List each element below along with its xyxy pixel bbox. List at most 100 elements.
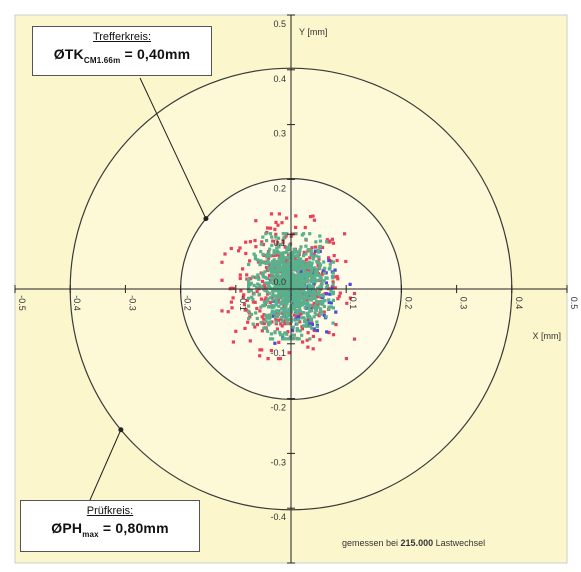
prufkreis-subscript: max bbox=[82, 529, 99, 539]
x-tick-label: -0.4 bbox=[72, 295, 82, 311]
data-point-series-3 bbox=[284, 280, 288, 285]
data-point-series-3 bbox=[296, 283, 300, 287]
data-point-series-1 bbox=[327, 331, 331, 335]
data-point-series-3 bbox=[313, 277, 317, 281]
data-point-series-3 bbox=[287, 276, 291, 280]
data-point-series-3 bbox=[264, 313, 268, 317]
data-point-series-3 bbox=[270, 272, 274, 276]
x-tick-label: 0.5 bbox=[569, 297, 579, 310]
prufkreis-formula: ØPHmax = 0,80mm bbox=[21, 520, 199, 539]
data-point-series-3 bbox=[318, 239, 323, 243]
data-point-series-3 bbox=[277, 292, 282, 296]
data-point-series-1 bbox=[278, 357, 282, 361]
data-point-series-3 bbox=[253, 257, 257, 261]
data-point-series-1 bbox=[237, 249, 241, 253]
data-point-series-3 bbox=[282, 261, 286, 265]
data-point-series-3 bbox=[272, 249, 276, 253]
data-point-series-3 bbox=[319, 302, 323, 306]
data-point-series-3 bbox=[328, 262, 332, 266]
data-point-series-3 bbox=[280, 296, 284, 300]
data-point-series-1 bbox=[322, 310, 326, 314]
data-point-series-3 bbox=[296, 292, 300, 296]
data-point-series-3 bbox=[306, 311, 310, 315]
data-point-series-3 bbox=[318, 244, 322, 248]
data-point-series-2 bbox=[327, 258, 331, 263]
data-point-series-3 bbox=[285, 248, 289, 252]
data-point-series-3 bbox=[275, 280, 279, 284]
prufkreis-leader-line bbox=[89, 429, 122, 501]
data-point-series-1 bbox=[316, 272, 321, 276]
data-point-series-3 bbox=[328, 266, 332, 270]
prufkreis-value: = 0,80mm bbox=[98, 520, 169, 536]
data-point-series-1 bbox=[264, 266, 269, 270]
data-point-series-3 bbox=[267, 323, 271, 327]
data-point-series-3 bbox=[264, 319, 268, 323]
data-point-series-3 bbox=[295, 267, 299, 271]
data-point-series-1 bbox=[277, 340, 281, 344]
data-point-series-3 bbox=[278, 261, 283, 265]
data-point-series-3 bbox=[310, 269, 314, 273]
data-point-series-3 bbox=[291, 259, 295, 263]
data-point-series-3 bbox=[251, 297, 255, 302]
data-point-series-3 bbox=[317, 250, 321, 254]
data-point-series-1 bbox=[283, 245, 287, 249]
data-point-series-3 bbox=[320, 284, 324, 288]
data-point-series-1 bbox=[245, 273, 249, 277]
data-point-series-1 bbox=[220, 278, 224, 282]
data-point-series-3 bbox=[290, 279, 294, 284]
data-point-series-3 bbox=[281, 288, 285, 292]
data-point-series-3 bbox=[280, 315, 284, 320]
data-point-series-3 bbox=[294, 232, 298, 236]
data-point-series-3 bbox=[261, 252, 265, 256]
data-point-series-3 bbox=[259, 320, 263, 325]
data-point-series-3 bbox=[292, 333, 296, 337]
data-point-series-3 bbox=[299, 262, 303, 267]
data-point-series-1 bbox=[283, 322, 287, 326]
y-tick-label: -0.1 bbox=[270, 348, 286, 358]
data-point-series-3 bbox=[279, 255, 283, 259]
data-point-series-3 bbox=[288, 310, 292, 314]
data-point-series-3 bbox=[317, 293, 321, 297]
data-point-series-3 bbox=[324, 315, 328, 319]
data-point-series-3 bbox=[331, 306, 335, 310]
data-point-series-2 bbox=[348, 282, 352, 286]
data-point-series-1 bbox=[248, 339, 252, 343]
data-point-series-1 bbox=[282, 319, 286, 323]
data-point-series-3 bbox=[292, 276, 296, 280]
data-point-series-3 bbox=[288, 271, 292, 275]
data-point-series-3 bbox=[317, 255, 321, 259]
data-point-series-3 bbox=[314, 312, 318, 317]
data-point-series-3 bbox=[298, 281, 302, 285]
data-point-series-3 bbox=[255, 316, 259, 321]
data-point-series-3 bbox=[312, 289, 316, 293]
data-point-series-3 bbox=[293, 302, 297, 306]
data-point-series-3 bbox=[309, 271, 313, 275]
data-point-series-3 bbox=[283, 337, 287, 341]
data-point-series-1 bbox=[331, 280, 335, 284]
data-point-series-2 bbox=[324, 271, 328, 275]
data-point-series-1 bbox=[246, 288, 251, 292]
data-point-series-3 bbox=[303, 284, 307, 288]
data-point-series-3 bbox=[269, 286, 273, 290]
data-point-series-1 bbox=[331, 333, 336, 337]
data-point-series-3 bbox=[304, 296, 308, 300]
data-point-series-3 bbox=[304, 237, 308, 241]
data-point-series-3 bbox=[320, 310, 324, 314]
data-point-series-1 bbox=[293, 256, 297, 260]
data-point-series-3 bbox=[284, 299, 288, 303]
data-point-series-3 bbox=[313, 270, 317, 274]
data-point-series-3 bbox=[287, 307, 291, 311]
data-point-series-3 bbox=[268, 296, 272, 300]
data-point-series-1 bbox=[273, 227, 277, 231]
data-point-series-3 bbox=[311, 274, 315, 278]
data-point-series-3 bbox=[277, 245, 281, 249]
data-point-series-3 bbox=[275, 266, 279, 270]
data-point-series-3 bbox=[264, 300, 269, 304]
data-point-series-3 bbox=[263, 270, 267, 274]
data-point-series-3 bbox=[282, 251, 286, 255]
data-point-series-3 bbox=[276, 269, 280, 273]
data-point-series-1 bbox=[275, 311, 279, 315]
data-point-series-3 bbox=[280, 306, 284, 311]
data-point-series-3 bbox=[263, 326, 268, 330]
trefferkreis-leader-dot bbox=[203, 216, 209, 222]
